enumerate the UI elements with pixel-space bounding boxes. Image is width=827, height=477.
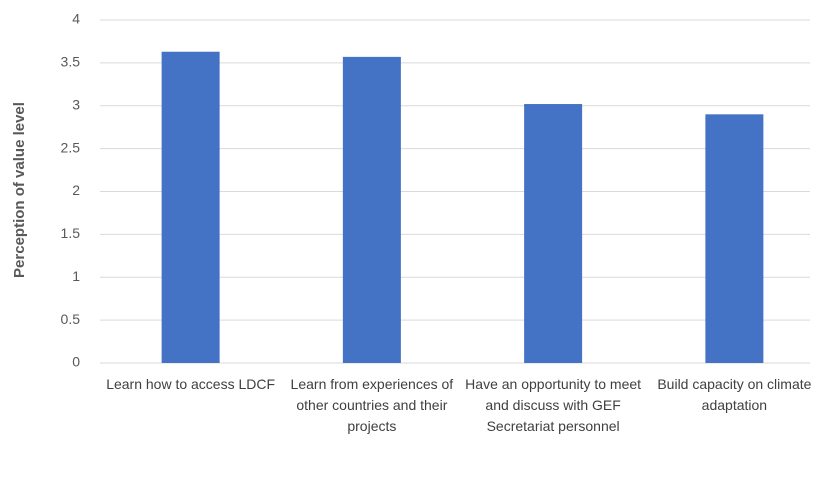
y-tick-label: 4 [72, 11, 80, 27]
y-tick-label: 3.5 [61, 54, 81, 70]
y-tick-label: 0 [72, 354, 80, 370]
y-tick-label: 1 [72, 268, 80, 284]
x-tick-label: Have an opportunity to meet and discuss … [465, 376, 642, 434]
y-tick-label: 1.5 [61, 225, 81, 241]
bar [161, 51, 220, 363]
y-axis-title: Perception of value level [11, 102, 28, 278]
y-tick-label: 2.5 [61, 139, 81, 155]
x-tick-label: Learn from experiences of other countrie… [290, 376, 454, 434]
bar [705, 114, 764, 363]
x-tick-label: Build capacity on climate adaptation [657, 376, 812, 413]
y-tick-label: 2 [72, 182, 80, 198]
bar [524, 104, 583, 363]
bar [342, 56, 401, 364]
y-tick-label: 0.5 [61, 311, 81, 327]
x-tick-label: Learn how to access LDCF [106, 376, 276, 392]
y-tick-label: 3 [72, 96, 80, 112]
